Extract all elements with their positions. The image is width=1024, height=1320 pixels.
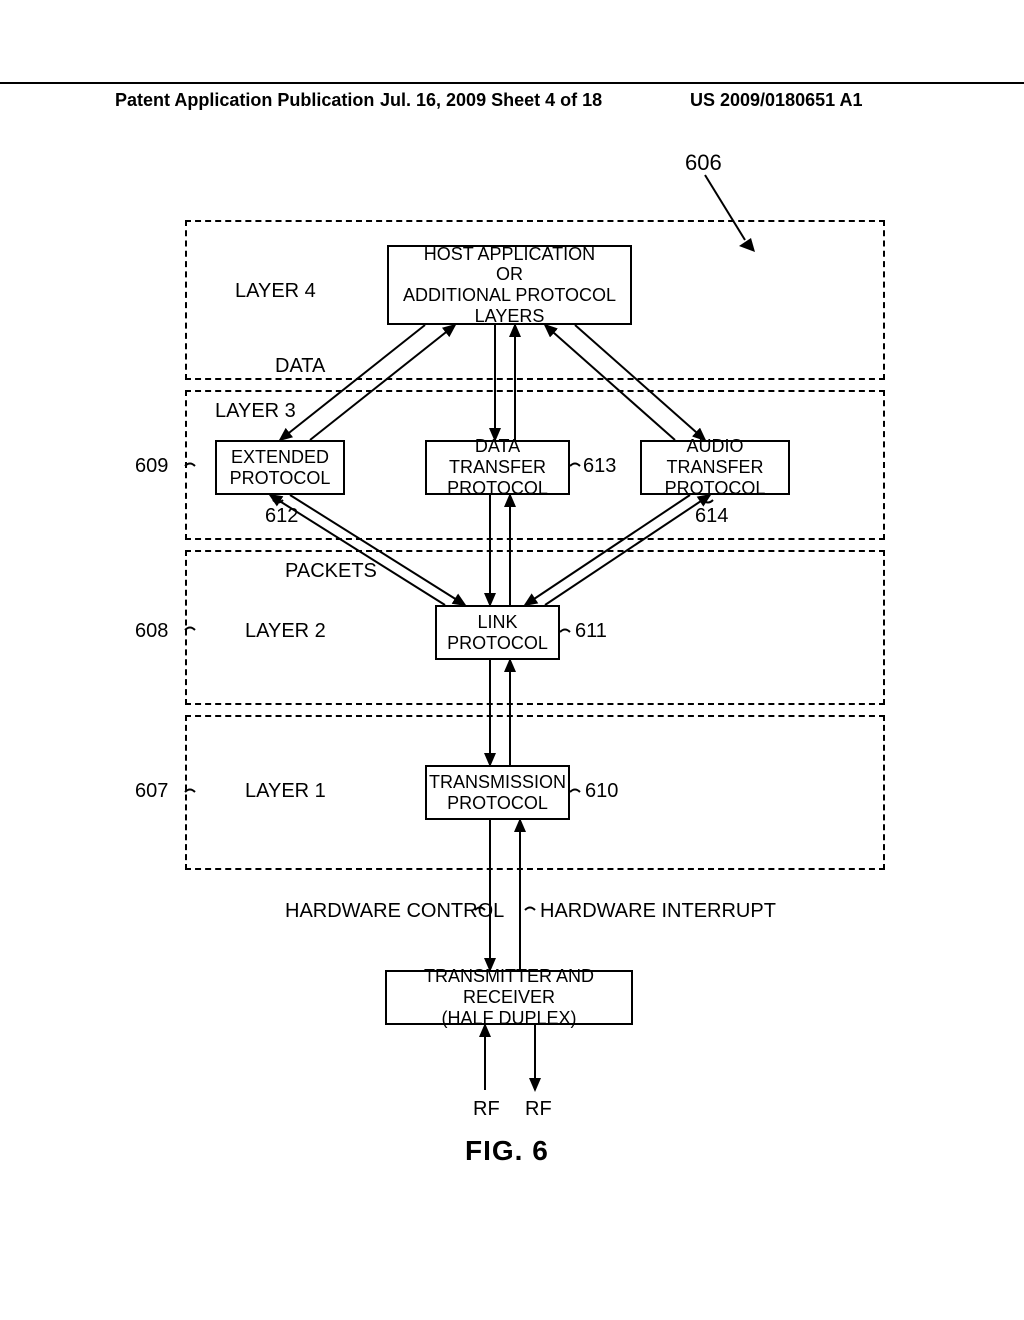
audio-l2: PROTOCOL	[665, 478, 766, 499]
figure-ref-606: 606	[685, 150, 722, 176]
txrx-l1: TRANSMITTER AND RECEIVER	[387, 966, 631, 1007]
layer2-label: LAYER 2	[245, 620, 326, 643]
hw-control-label: HARDWARE CONTROL	[285, 900, 504, 923]
ref-609: 609	[135, 455, 168, 478]
layer3-label: LAYER 3	[215, 400, 296, 423]
rf-up-label: RF	[473, 1098, 500, 1121]
ref-608: 608	[135, 620, 168, 643]
trans-l2: PROTOCOL	[447, 793, 548, 814]
rf-down-label: RF	[525, 1098, 552, 1121]
layer4-signal: DATA	[275, 355, 325, 378]
link-l2: PROTOCOL	[447, 633, 548, 654]
ext-l1: EXTENDED	[231, 447, 329, 468]
link-l1: LINK	[477, 612, 517, 633]
header-center: Jul. 16, 2009 Sheet 4 of 18	[380, 90, 602, 111]
layer4-label: LAYER 4	[235, 280, 316, 303]
data-l2: PROTOCOL	[447, 478, 548, 499]
data-transfer-box: DATA TRANSFER PROTOCOL	[425, 440, 570, 495]
audio-transfer-box: AUDIO TRANSFER PROTOCOL	[640, 440, 790, 495]
figure-6-diagram: 606	[115, 140, 935, 1200]
extended-box: EXTENDED PROTOCOL	[215, 440, 345, 495]
header-left: Patent Application Publication	[115, 90, 374, 111]
ref-614: 614	[695, 505, 728, 528]
audio-l1: AUDIO TRANSFER	[642, 436, 788, 477]
trans-l1: TRANSMISSION	[429, 772, 566, 793]
host-l3: ADDITIONAL PROTOCOL LAYERS	[389, 285, 630, 326]
host-l2: OR	[496, 264, 523, 285]
ref-611: 611	[575, 620, 607, 643]
host-box: HOST APPLICATION OR ADDITIONAL PROTOCOL …	[387, 245, 632, 325]
header-right: US 2009/0180651 A1	[690, 90, 862, 111]
figure-caption: FIG. 6	[465, 1135, 549, 1167]
txrx-l2: (HALF DUPLEX)	[441, 1008, 576, 1029]
hw-interrupt-label: HARDWARE INTERRUPT	[540, 900, 776, 923]
host-l1: HOST APPLICATION	[424, 244, 595, 265]
ref-612: 612	[265, 505, 298, 528]
ext-l2: PROTOCOL	[230, 468, 331, 489]
ref-610: 610	[585, 780, 618, 803]
data-l1: DATA TRANSFER	[427, 436, 568, 477]
link-box: LINK PROTOCOL	[435, 605, 560, 660]
ref-607: 607	[135, 780, 168, 803]
txrx-box: TRANSMITTER AND RECEIVER (HALF DUPLEX)	[385, 970, 633, 1025]
ref-613: 613	[583, 455, 616, 478]
layer3-signal: PACKETS	[285, 560, 377, 583]
page-header: Patent Application Publication Jul. 16, …	[0, 82, 1024, 90]
layer1-label: LAYER 1	[245, 780, 326, 803]
transmission-box: TRANSMISSION PROTOCOL	[425, 765, 570, 820]
